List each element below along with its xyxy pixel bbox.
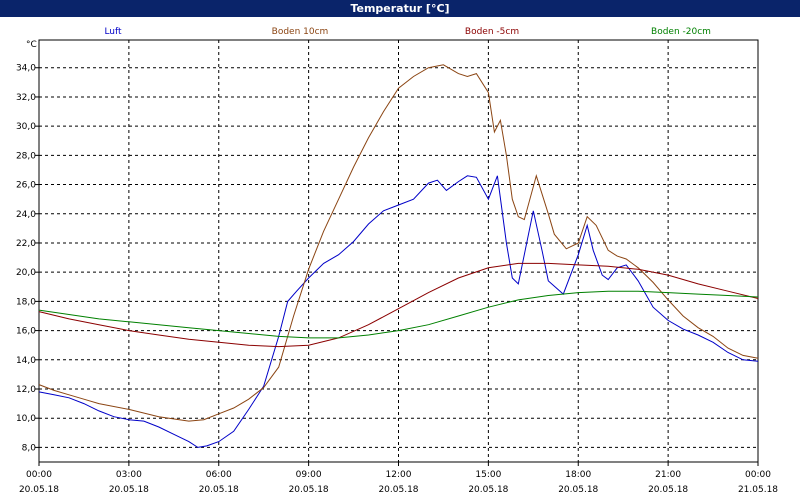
series-line-boden-5cm — [38, 262, 759, 348]
x-tick-date-label: 21.05.18 — [738, 485, 778, 495]
y-tick-label: 16,0 — [16, 327, 36, 337]
x-tick-date-label: 20.05.18 — [378, 485, 418, 495]
gridlines — [39, 40, 758, 462]
legend-entry: Boden -20cm — [651, 27, 711, 37]
y-tick-label: 14,0 — [16, 356, 36, 366]
series-lines — [38, 64, 759, 448]
series-line-boden-10cm — [38, 64, 759, 422]
series-line-boden-20cm — [38, 290, 759, 339]
x-tick-time-label: 15:00 — [475, 470, 501, 480]
x-tick-date-label: 20.05.18 — [289, 485, 329, 495]
x-tick-time-label: 00:00 — [26, 470, 52, 480]
y-tick-label: 30,0 — [16, 122, 36, 132]
x-tick-date-label: 20.05.18 — [199, 485, 239, 495]
x-tick-time-label: 00:00 — [745, 470, 771, 480]
x-tick-date-label: 20.05.18 — [648, 485, 688, 495]
y-tick-label: 28,0 — [16, 151, 36, 161]
x-tick-date-label: 20.05.18 — [558, 485, 598, 495]
y-tick-label: 34,0 — [16, 64, 36, 74]
y-tick-label: 32,0 — [16, 93, 36, 103]
y-axis-unit: °C — [26, 40, 37, 50]
x-tick-date-label: 20.05.18 — [19, 485, 59, 495]
x-tick-time-label: 21:00 — [655, 470, 681, 480]
legend-entry: Luft — [104, 27, 122, 37]
chart-title: Temperatur [°C] — [0, 0, 800, 17]
y-tick-label: 12,0 — [16, 385, 36, 395]
x-tick-time-label: 06:00 — [206, 470, 232, 480]
x-tick-date-label: 20.05.18 — [468, 485, 508, 495]
legend-entry: Boden -5cm — [465, 27, 519, 37]
x-tick-time-label: 03:00 — [116, 470, 142, 480]
y-tick-label: 24,0 — [16, 210, 36, 220]
x-axis-ticks: 00:00 20.05.18 03:00 20.05.18 06:00 20.05.18 0… — [19, 462, 778, 495]
y-axis-ticks: 8,0 10,0 12,0 14,0 16,0 18,0 20,0 22,0 24,0 26,0 2… — [16, 64, 39, 453]
x-tick-date-label: 20.05.18 — [109, 485, 149, 495]
x-tick-time-label: 12:00 — [386, 470, 412, 480]
legend-entry: Boden 10cm — [272, 27, 329, 37]
y-tick-label: 8,0 — [22, 443, 37, 453]
x-tick-time-label: 09:00 — [296, 470, 322, 480]
y-tick-label: 26,0 — [16, 181, 36, 191]
y-tick-label: 20,0 — [16, 268, 36, 278]
y-tick-label: 18,0 — [16, 297, 36, 307]
legend: Luft Boden 10cm Boden -5cm Boden -20cm — [104, 27, 711, 37]
y-tick-label: 22,0 — [16, 239, 36, 249]
x-tick-time-label: 18:00 — [565, 470, 591, 480]
y-tick-label: 10,0 — [16, 414, 36, 424]
